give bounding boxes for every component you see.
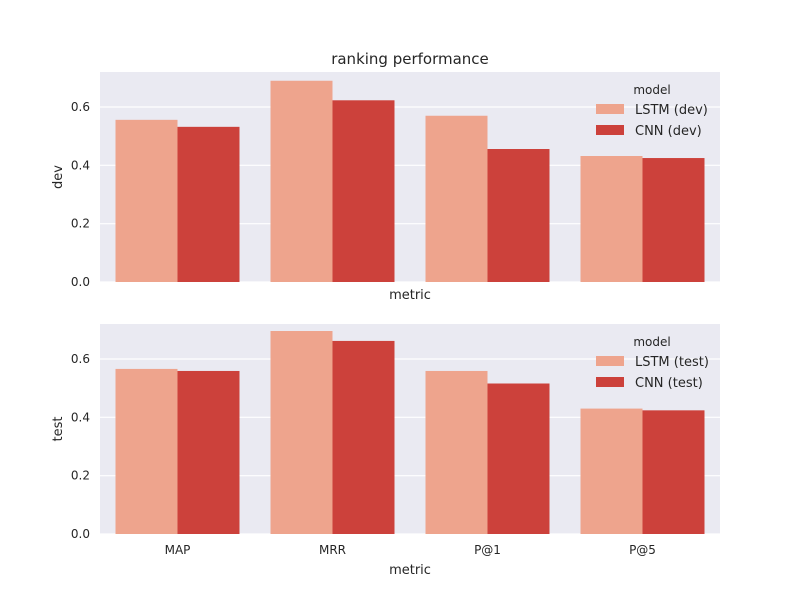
bar-map-cnn — [177, 126, 240, 282]
legend-title-test: model — [633, 335, 670, 349]
y-tick-label: 0.0 — [71, 527, 90, 541]
bar-map-lstm — [115, 368, 178, 534]
bar-p5-cnn — [642, 158, 705, 282]
legend-swatch-lstm-test — [596, 356, 624, 366]
y-tick-label: 0.0 — [71, 275, 90, 289]
bar-p5-cnn — [642, 410, 705, 534]
y-ticks-test: 0.0 0.2 0.4 0.6 — [71, 352, 90, 541]
x-tick-label: MAP — [165, 543, 191, 557]
y-tick-label: 0.6 — [71, 100, 90, 114]
bar-p5-lstm — [580, 156, 643, 282]
bar-p1-cnn — [487, 383, 550, 534]
bar-mrr-lstm — [270, 331, 333, 534]
bars-dev — [115, 80, 705, 283]
legend-label-lstm-test: LSTM (test) — [635, 355, 709, 370]
bar-p5-lstm — [580, 408, 643, 534]
x-axis-label-dev: metric — [389, 288, 431, 303]
bar-mrr-cnn — [332, 340, 395, 534]
x-axis-label-test: metric — [389, 563, 431, 578]
y-tick-label: 0.2 — [71, 217, 90, 231]
x-tick-label: P@1 — [474, 543, 501, 557]
y-axis-label-dev: dev — [51, 165, 66, 189]
y-tick-label: 0.6 — [71, 352, 90, 366]
bar-map-cnn — [177, 370, 240, 534]
legend-label-cnn-test: CNN (test) — [635, 376, 703, 391]
legend-label-lstm-dev: LSTM (dev) — [635, 103, 708, 118]
legend-test: model LSTM (test) CNN (test) — [596, 335, 709, 391]
bar-p1-lstm — [425, 370, 488, 534]
bar-mrr-cnn — [332, 100, 395, 283]
bar-p1-lstm — [425, 115, 488, 282]
bars-test — [115, 331, 705, 534]
y-tick-label: 0.2 — [71, 469, 90, 483]
y-tick-label: 0.4 — [71, 158, 90, 172]
bar-p1-cnn — [487, 149, 550, 282]
y-tick-label: 0.4 — [71, 410, 90, 424]
bar-map-lstm — [115, 119, 178, 282]
legend-title-dev: model — [633, 83, 670, 97]
x-tick-label: MRR — [319, 543, 346, 557]
subplot-test: 0.0 0.2 0.4 0.6 MAP MRR P@1 P@5 test metric mo… — [51, 324, 720, 578]
legend-swatch-cnn-test — [596, 377, 624, 387]
bar-mrr-lstm — [270, 80, 333, 282]
y-axis-label-test: test — [51, 417, 66, 442]
subplot-dev: 0.0 0.2 0.4 0.6 dev metric model LSTM (dev)… — [51, 72, 720, 303]
legend-label-cnn-dev: CNN (dev) — [635, 124, 702, 139]
legend-dev: model LSTM (dev) CNN (dev) — [596, 83, 708, 139]
legend-swatch-cnn-dev — [596, 125, 624, 135]
y-ticks-dev: 0.0 0.2 0.4 0.6 — [71, 100, 90, 289]
chart-title: ranking performance — [331, 50, 489, 68]
x-tick-label: P@5 — [629, 543, 656, 557]
legend-swatch-lstm-dev — [596, 104, 624, 114]
x-ticks-test: MAP MRR P@1 P@5 — [165, 543, 656, 557]
